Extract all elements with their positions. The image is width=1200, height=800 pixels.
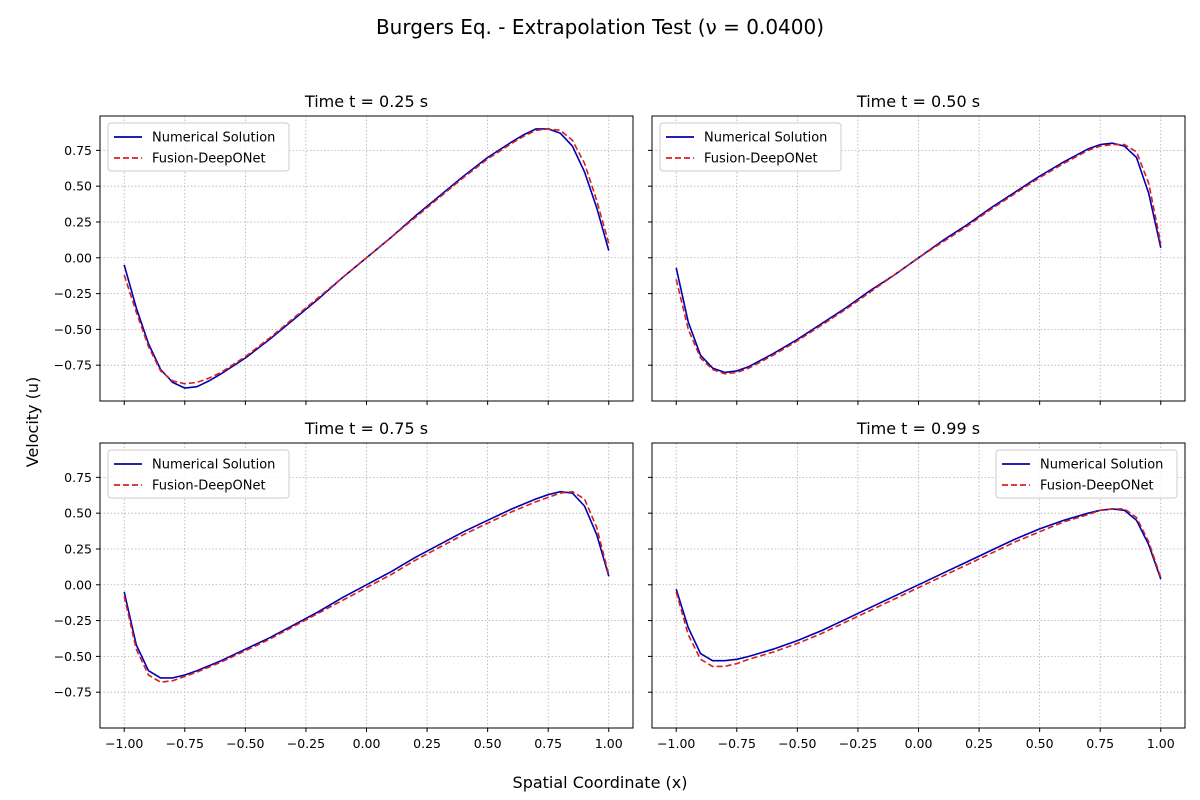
legend-label: Numerical Solution (704, 131, 827, 146)
legend-box (659, 122, 842, 172)
y-tick-label: −0.25 (54, 613, 92, 628)
legend: Numerical Solution Fusion-DeepONet (107, 122, 290, 172)
series-line-numerical-solution (123, 490, 610, 679)
legend-label: Fusion-DeepONet (152, 479, 266, 494)
y-tick-label: −0.50 (54, 322, 92, 337)
x-tick-label: −0.75 (718, 736, 756, 751)
x-tick-label: −0.25 (839, 736, 877, 751)
x-tick-label: 1.00 (1147, 736, 1175, 751)
y-tick-label: 0.50 (64, 506, 92, 521)
y-axis-label: Velocity (u) (23, 377, 42, 467)
y-tick-label: −0.25 (54, 286, 92, 301)
y-tick-label: 0.25 (64, 541, 92, 556)
subplot-title: Time t = 0.25 s (304, 92, 428, 111)
x-tick-label: 1.00 (595, 736, 623, 751)
legend-box (107, 449, 290, 499)
subplot-title: Time t = 0.50 s (856, 92, 980, 111)
legend-label: Numerical Solution (152, 458, 275, 473)
plot-frame (651, 115, 1186, 402)
y-tick-label: 0.00 (64, 577, 92, 592)
figure-title: Burgers Eq. - Extrapolation Test (ν = 0.… (376, 15, 824, 39)
plot-frame (99, 115, 634, 402)
legend: Numerical Solution Fusion-DeepONet (995, 449, 1178, 499)
y-tick-label: −0.75 (54, 685, 92, 700)
x-tick-label: −1.00 (657, 736, 695, 751)
series-line-fusion-deeponet (675, 508, 1162, 668)
x-tick-label: −0.75 (166, 736, 204, 751)
subplot-grid: Time t = 0.25 s 0.75 0.50 0.25 0.00 −0.25 −0.5… (54, 92, 1186, 751)
x-tick-label: 0.00 (353, 736, 381, 751)
x-tick-label: −0.50 (778, 736, 816, 751)
subplot-1: Time t = 0.25 s 0.75 0.50 0.25 0.00 −0.25 −0.5… (54, 92, 634, 405)
subplot-4: Time t = 0.99 s −1.00 −0.75 −0.50 −0.25 0.00 0… (648, 419, 1186, 751)
series-line-fusion-deeponet (123, 490, 610, 683)
series-line-fusion-deeponet (123, 128, 610, 385)
plot-frame (651, 442, 1186, 729)
subplot-title: Time t = 0.99 s (856, 419, 980, 438)
legend: Numerical Solution Fusion-DeepONet (107, 449, 290, 499)
y-tick-label: 0.75 (64, 470, 92, 485)
x-tick-label: 0.75 (534, 736, 562, 751)
legend-label: Numerical Solution (1040, 458, 1163, 473)
x-tick-label: 0.25 (413, 736, 441, 751)
legend: Numerical Solution Fusion-DeepONet (659, 122, 842, 172)
x-tick-label: −0.25 (287, 736, 325, 751)
subplot-title: Time t = 0.75 s (304, 419, 428, 438)
subplot-2: Time t = 0.50 s Numerical Solution Fusion-… (648, 92, 1186, 405)
series-line-fusion-deeponet (675, 143, 1162, 375)
x-tick-label: −1.00 (105, 736, 143, 751)
legend-label: Fusion-DeepONet (1040, 479, 1154, 494)
series-line-numerical-solution (675, 142, 1162, 374)
y-tick-label: 0.75 (64, 143, 92, 158)
y-tick-label: −0.50 (54, 649, 92, 664)
x-tick-label: 0.25 (965, 736, 993, 751)
x-tick-label: −0.50 (226, 736, 264, 751)
legend-label: Fusion-DeepONet (152, 152, 266, 167)
y-tick-label: 0.50 (64, 179, 92, 194)
x-tick-label: 0.50 (1026, 736, 1054, 751)
legend-box (995, 449, 1178, 499)
legend-label: Fusion-DeepONet (704, 152, 818, 167)
x-tick-label: 0.75 (1086, 736, 1114, 751)
subplot-3: Time t = 0.75 s −1.00 −0.75 −0.50 −0.25 0.00 0… (54, 419, 634, 751)
y-tick-label: −0.75 (54, 358, 92, 373)
plot-frame (99, 442, 634, 729)
legend-label: Numerical Solution (152, 131, 275, 146)
legend-box (107, 122, 290, 172)
x-tick-label: 0.50 (474, 736, 502, 751)
x-tick-label: 0.00 (905, 736, 933, 751)
x-axis-label: Spatial Coordinate (x) (513, 773, 688, 792)
y-tick-label: 0.00 (64, 250, 92, 265)
y-tick-label: 0.25 (64, 214, 92, 229)
